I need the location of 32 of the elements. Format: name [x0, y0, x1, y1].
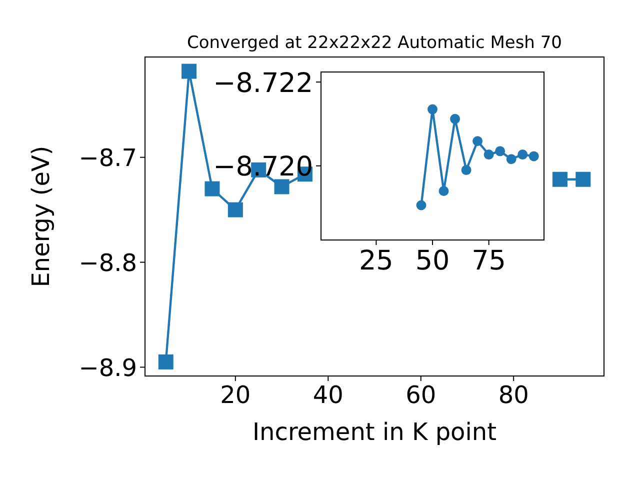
x-tick-label: 20 [220, 381, 251, 410]
point [461, 165, 472, 176]
y-tick-label: −8.722 [213, 68, 313, 99]
point [274, 179, 290, 194]
point [518, 150, 528, 160]
x-tick-label: 60 [406, 381, 436, 410]
point [228, 202, 243, 218]
point [552, 172, 568, 187]
point [428, 104, 438, 114]
y-tick-label: −8.9 [78, 354, 137, 382]
point [495, 146, 506, 156]
point [528, 151, 539, 162]
x-tick-label: 40 [312, 381, 344, 410]
x-tick-label: 50 [415, 246, 450, 277]
x-tick-label: 25 [359, 246, 394, 277]
point [158, 354, 174, 370]
y-axis-title: Energy (eV) [27, 146, 55, 288]
point [182, 64, 197, 79]
y-tick-label: −8.8 [78, 248, 137, 277]
chart-title: Converged at 22x22x22 Automatic Mesh 70 [187, 33, 562, 53]
x-tick-label: 75 [472, 246, 506, 277]
x-axis-title: Increment in K point [252, 418, 497, 446]
point [506, 154, 516, 164]
point [472, 136, 483, 146]
point [576, 172, 591, 187]
point [484, 150, 494, 160]
y-tick-label: −8.7 [78, 144, 137, 172]
point [416, 200, 426, 210]
point [438, 186, 449, 196]
point [204, 181, 220, 196]
x-tick-label: 80 [498, 381, 529, 410]
point [450, 114, 460, 124]
